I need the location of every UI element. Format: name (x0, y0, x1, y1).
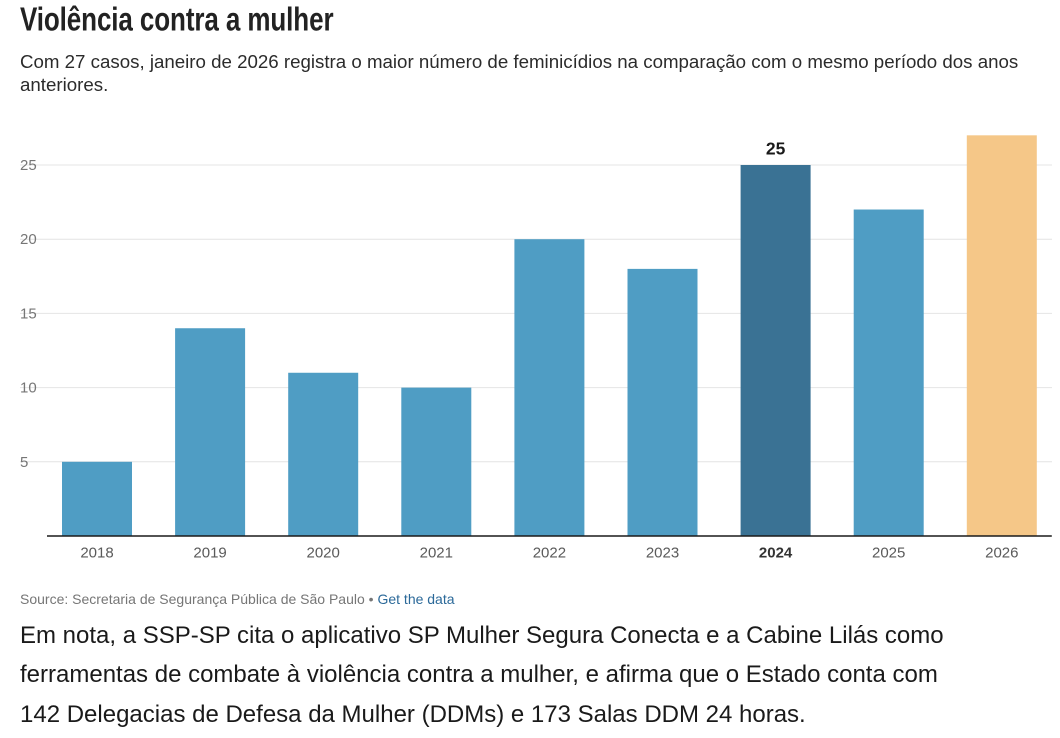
svg-text:20: 20 (20, 231, 37, 248)
svg-text:2024: 2024 (759, 545, 793, 562)
svg-text:2020: 2020 (307, 545, 340, 562)
svg-text:2025: 2025 (872, 545, 905, 562)
svg-text:10: 10 (20, 380, 37, 397)
svg-text:2019: 2019 (193, 545, 226, 562)
svg-text:15: 15 (20, 305, 37, 322)
svg-text:2018: 2018 (80, 545, 113, 562)
svg-text:2021: 2021 (420, 545, 453, 562)
svg-text:25: 25 (766, 139, 786, 159)
svg-text:25: 25 (20, 157, 37, 174)
svg-text:2026: 2026 (985, 545, 1018, 562)
svg-text:2022: 2022 (533, 545, 566, 562)
svg-text:5: 5 (20, 454, 28, 471)
svg-text:2023: 2023 (646, 545, 679, 562)
